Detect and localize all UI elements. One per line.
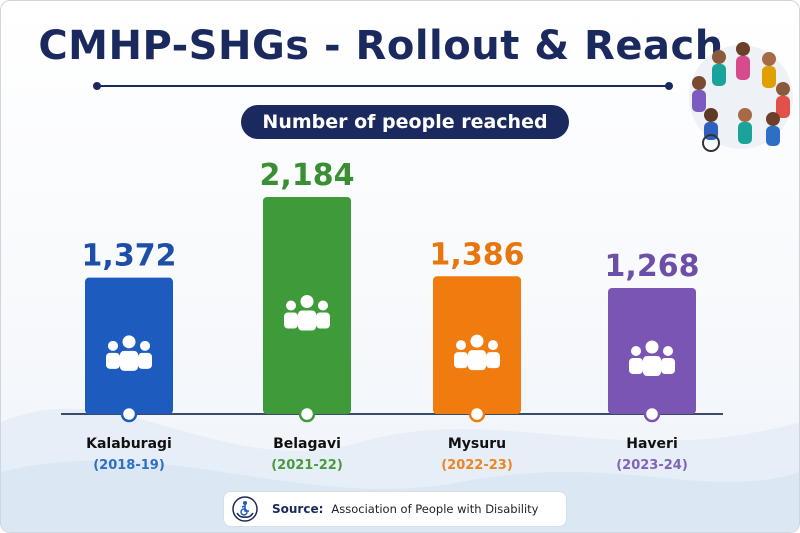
period-label: (2023-24) bbox=[616, 458, 688, 473]
period-label: (2018-19) bbox=[93, 458, 165, 473]
bar-value-label: 2,184 bbox=[260, 158, 355, 193]
source-box: Source: Association of People with Disab… bbox=[223, 491, 567, 527]
source-label: Source: bbox=[272, 502, 324, 516]
bar-value-label: 1,268 bbox=[605, 249, 700, 284]
source-text: Association of People with Disability bbox=[331, 502, 539, 516]
axis-marker bbox=[120, 405, 138, 423]
people-group-icon bbox=[629, 340, 675, 377]
title-underline bbox=[93, 82, 673, 90]
bar-value-label: 1,372 bbox=[82, 239, 177, 274]
x-tick-label: Belagavi bbox=[273, 436, 341, 452]
bar-value-label: 1,386 bbox=[430, 237, 525, 272]
period-label: (2022-23) bbox=[441, 458, 513, 473]
axis-marker bbox=[643, 405, 661, 423]
people-group-icon bbox=[454, 334, 500, 371]
chart-title: CMHP-SHGs - Rollout & Reach bbox=[38, 23, 724, 69]
x-tick-label: Kalaburagi bbox=[86, 436, 172, 452]
x-tick-label: Haveri bbox=[626, 436, 678, 452]
people-group-icon bbox=[284, 295, 330, 331]
person-figures bbox=[692, 42, 790, 152]
x-tick-label: Mysuru bbox=[448, 436, 506, 452]
period-label: (2021-22) bbox=[271, 458, 343, 473]
axis-marker bbox=[298, 405, 316, 423]
people-group-icon bbox=[106, 335, 152, 371]
disability-hands-icon bbox=[232, 496, 258, 522]
chart-subtitle: Number of people reached bbox=[241, 105, 569, 139]
axis-marker bbox=[468, 405, 486, 423]
community-circle-illustration bbox=[689, 42, 793, 152]
